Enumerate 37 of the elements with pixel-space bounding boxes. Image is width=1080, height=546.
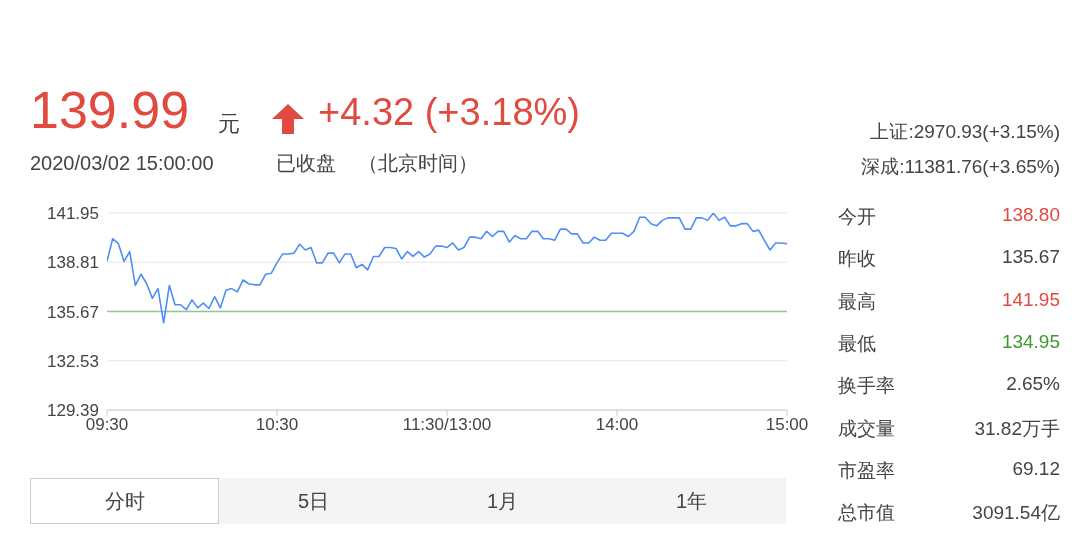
text: 已收盘 [276, 152, 336, 174]
text: 69.12 [1012, 457, 1060, 480]
y-tick-label: 132.53 [47, 351, 99, 371]
y-tick-label: 138.81 [47, 253, 99, 273]
text: 139.99 [30, 81, 190, 140]
text: 换手率 [838, 374, 895, 399]
text: 31.82万手 [974, 416, 1060, 441]
x-tick-label: 14:00 [595, 415, 639, 435]
text: 总市值 [838, 501, 895, 526]
text: 深成:11381.76(+3.65%) [861, 156, 1060, 178]
text: 141.95 [1001, 288, 1060, 311]
text: 5日 [219, 478, 408, 524]
text: +4.32 (+3.18%) [318, 91, 580, 134]
text: 成交量 [838, 416, 895, 441]
text: 最高 [838, 289, 876, 314]
text: 元 [218, 111, 240, 137]
text: 上证:2970.93(+3.15%) [870, 121, 1060, 143]
text: 今开 [838, 205, 876, 229]
text: 2.65% [1006, 373, 1060, 396]
text: 138.80 [1001, 204, 1060, 226]
text: 昨收 [838, 247, 876, 272]
text: 135.67 [1001, 246, 1060, 269]
text: 市盈率 [838, 458, 895, 483]
x-tick-label: 11:30/13:00 [402, 415, 492, 435]
y-tick-label: 135.67 [47, 302, 99, 322]
text: 134.95 [1001, 330, 1060, 353]
text: 1月 [408, 478, 597, 524]
x-tick-label: 10:30 [255, 415, 299, 435]
text: 最低 [838, 331, 876, 356]
text: 1年 [597, 478, 786, 524]
line-series [107, 213, 787, 324]
y-tick-label: 141.95 [47, 204, 99, 224]
text: （北京时间） [358, 152, 478, 174]
text: 2020/03/02 15:00:00 [30, 152, 214, 174]
text: 3091.54亿 [972, 501, 1060, 526]
x-tick-label: 15:00 [765, 415, 809, 435]
text: 分时 [30, 478, 219, 524]
